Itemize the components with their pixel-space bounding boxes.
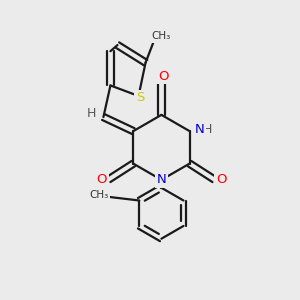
Text: CH₃: CH₃ xyxy=(89,190,109,200)
Text: CH₃: CH₃ xyxy=(152,31,171,41)
Text: N: N xyxy=(194,123,204,136)
Text: S: S xyxy=(136,91,145,104)
Text: H: H xyxy=(86,107,96,120)
Text: N: N xyxy=(157,173,166,186)
Text: H: H xyxy=(202,123,212,136)
Text: O: O xyxy=(158,70,168,83)
Text: O: O xyxy=(216,173,226,186)
Text: O: O xyxy=(96,173,107,186)
